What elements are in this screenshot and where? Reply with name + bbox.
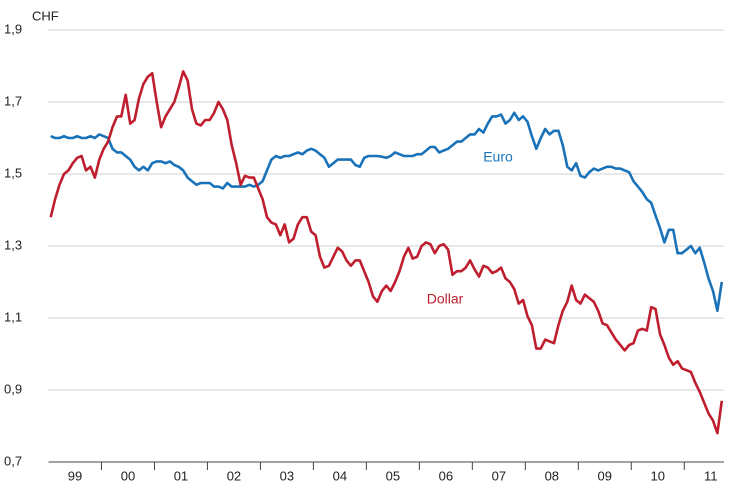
x-tick-label: 01 [174, 468, 188, 483]
x-tick-label: 99 [68, 468, 82, 483]
y-tick-label: 1,1 [4, 309, 22, 324]
x-tick-label: 03 [280, 468, 294, 483]
y-axis-unit: CHF [32, 8, 59, 23]
x-tick-label: 04 [333, 468, 347, 483]
line-series [49, 70, 724, 435]
x-tick-label: 08 [545, 468, 559, 483]
x-tick-label: 10 [651, 468, 665, 483]
x-tick-label: 09 [598, 468, 612, 483]
x-tick-label: 11 [704, 468, 718, 483]
y-tick-label: 0,9 [4, 381, 22, 396]
y-tick-label: 1,3 [4, 237, 22, 252]
y-tick-label: 1,9 [4, 21, 22, 36]
y-tick-label: 1,7 [4, 93, 22, 108]
x-tick-label: 00 [121, 468, 135, 483]
series-label: Dollar [427, 291, 464, 307]
y-tick-label: 1,5 [4, 165, 22, 180]
line-series [50, 111, 724, 313]
x-tick-label: 05 [386, 468, 400, 483]
x-tick-label: 07 [492, 468, 506, 483]
series-label: Euro [483, 149, 513, 165]
x-tick-label: 06 [439, 468, 453, 483]
y-tick-label: 0,7 [4, 453, 22, 468]
x-tick-label: 02 [227, 468, 241, 483]
